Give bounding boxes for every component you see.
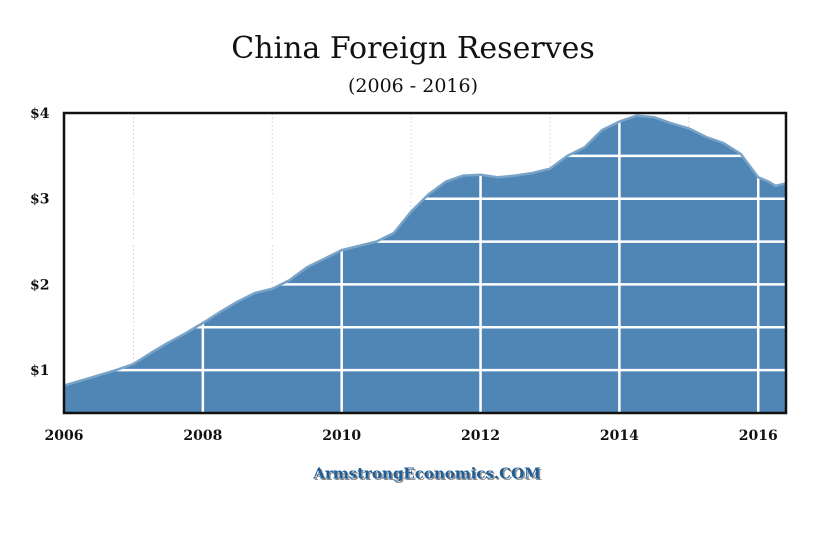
- foreground-grid: [64, 113, 786, 413]
- chart-subtitle: (2006 - 2016): [348, 75, 478, 97]
- y-tick-label: $2: [30, 277, 49, 293]
- plot-area: [62, 111, 788, 415]
- chart-title: China Foreign Reserves: [231, 31, 595, 66]
- x-tick-label: 2016: [739, 428, 778, 444]
- series-line: [63, 114, 787, 387]
- x-tick-label: 2012: [461, 428, 500, 444]
- y-axis-ticks: $1 $2 $3 $4: [30, 106, 50, 379]
- y-tick-label: $3: [30, 192, 49, 208]
- y-tick-label: $1: [30, 363, 49, 379]
- y-tick-label: $4: [30, 106, 50, 122]
- x-tick-label: 2014: [600, 428, 639, 444]
- x-axis-ticks: 2006 2008 2010 2012 2014 2016: [45, 428, 778, 444]
- plot-frame: [62, 111, 788, 415]
- x-tick-label: 2008: [183, 428, 222, 444]
- footer-brand: ArmstrongEconomics.COM: [312, 465, 541, 483]
- footer-shadow: ArmstrongEconomics.COM: [314, 466, 543, 484]
- area-series: [64, 115, 786, 413]
- x-tick-label: 2010: [322, 428, 361, 444]
- x-tick-label: 2006: [45, 428, 84, 444]
